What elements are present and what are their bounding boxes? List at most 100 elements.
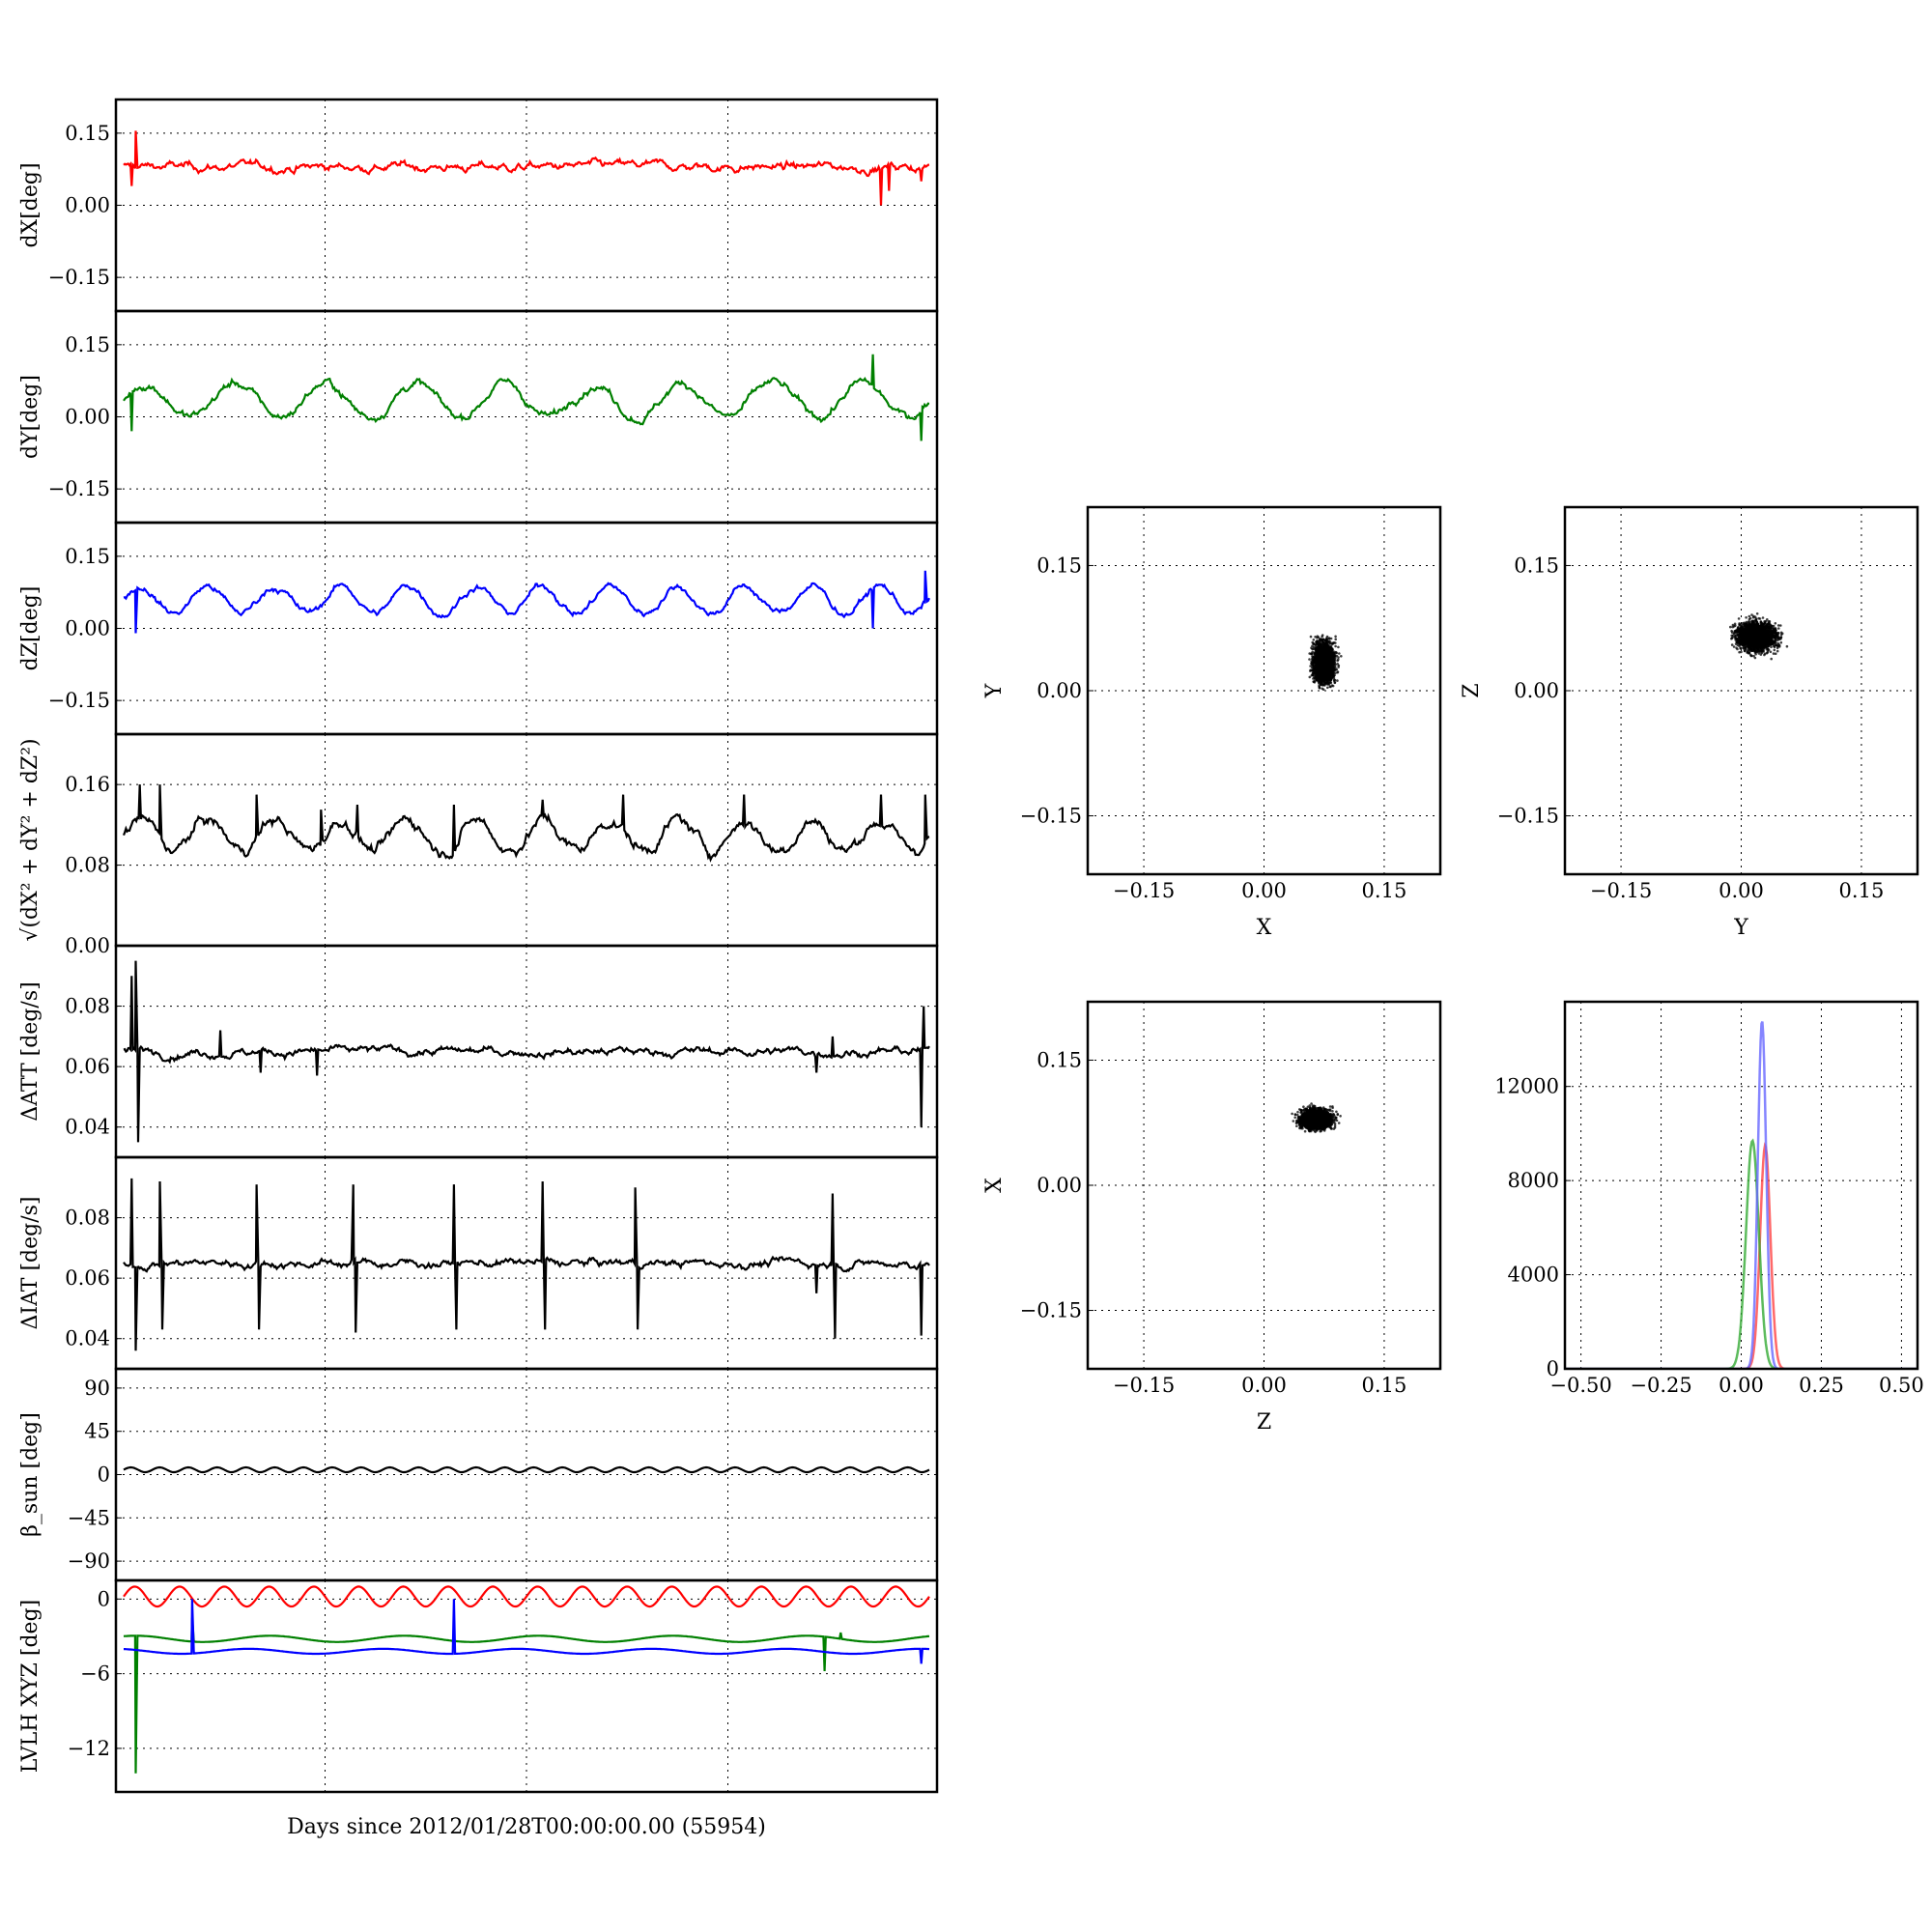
scatter-point <box>1310 652 1314 656</box>
ylabel: β_sun [deg] <box>18 1412 43 1537</box>
series-line-0 <box>123 1465 930 1474</box>
scatter-point <box>1764 635 1768 638</box>
scatter-point <box>1327 683 1331 686</box>
scatter-point <box>1309 635 1313 639</box>
scatter-point <box>1775 641 1777 644</box>
scatter-point <box>1761 635 1764 639</box>
scatter-point <box>1767 626 1771 629</box>
scatter-point <box>1767 620 1771 623</box>
scatter-point <box>1326 679 1330 682</box>
scatter-point <box>1773 644 1776 648</box>
scatter-point <box>1329 647 1333 650</box>
ytick-label: −0.15 <box>1497 805 1559 828</box>
scatter-point <box>1738 644 1741 648</box>
scatter-point <box>1329 649 1332 653</box>
scatter-point <box>1779 633 1783 637</box>
scatter-point <box>1751 633 1755 636</box>
scatter-point <box>1747 650 1749 654</box>
ytick-label: −6 <box>80 1662 110 1686</box>
scatter-point <box>1776 624 1780 627</box>
scatter-point <box>1736 628 1739 631</box>
scatter-point <box>1319 664 1321 667</box>
scatter-point <box>1770 636 1774 639</box>
scatter-point <box>1759 653 1763 656</box>
scatter-point <box>1749 628 1752 631</box>
scatter-point <box>1733 632 1736 635</box>
scatter-point <box>1313 665 1316 668</box>
scatter-point <box>1312 677 1315 680</box>
scatter-point <box>1774 652 1777 655</box>
scatter-point <box>1750 654 1753 658</box>
plot-area <box>123 1178 930 1351</box>
scatter-point <box>1774 627 1777 630</box>
ylabel: Z <box>1460 683 1484 697</box>
scatter-point <box>1327 677 1330 680</box>
scatter-point <box>1331 684 1335 688</box>
scatter-point <box>1329 670 1333 674</box>
scatter-point <box>1734 624 1737 627</box>
scatter-point <box>1324 642 1327 646</box>
scatter-point <box>1736 643 1740 646</box>
scatter-point <box>1311 647 1314 651</box>
scatter-point <box>1321 665 1324 668</box>
ytick-label: 0.04 <box>65 1327 110 1350</box>
scatter-point <box>1320 682 1323 685</box>
scatter-point <box>1754 650 1757 653</box>
ytick-label: 0.04 <box>65 1116 110 1139</box>
plot-area <box>123 130 930 206</box>
scatter-point <box>1772 652 1776 655</box>
scatter-point <box>1767 644 1770 648</box>
series-line-0 <box>123 1585 930 1608</box>
scatter-point <box>1769 650 1773 654</box>
ytick-label: 0.00 <box>65 934 110 957</box>
scatter-point <box>1761 638 1764 640</box>
ytick-label: 0.08 <box>65 995 110 1018</box>
ylabel: ΔATT [deg/s] <box>18 981 43 1121</box>
ytick-label: −0.15 <box>48 689 110 712</box>
scatter-point <box>1323 646 1327 649</box>
scatter-point <box>1312 668 1315 671</box>
ytick-label: 0.16 <box>65 773 110 796</box>
plot-area <box>123 1465 930 1474</box>
scatter-point <box>1315 676 1318 679</box>
scatter-point <box>1321 635 1323 639</box>
scatter-point <box>1328 641 1332 644</box>
axes-frame <box>114 1155 939 1371</box>
scatter-point <box>1325 659 1329 663</box>
scatter-point <box>1318 672 1321 676</box>
scatter-point <box>1761 616 1765 619</box>
scatter-point <box>1326 686 1329 690</box>
scatter-point <box>1315 646 1319 650</box>
scatter-point <box>1779 624 1782 627</box>
scatter-point <box>1756 627 1759 631</box>
scatter-point <box>1764 641 1768 644</box>
scatter-point <box>1315 641 1319 645</box>
scatter-point <box>1316 651 1320 655</box>
scatter-point <box>1759 620 1763 623</box>
scatter-point <box>1758 643 1761 646</box>
scatter-point <box>1735 646 1738 649</box>
ytick-label: 45 <box>84 1420 110 1443</box>
scatter-point <box>1312 680 1315 683</box>
scatter-point <box>1740 646 1743 650</box>
plot-area <box>122 784 930 863</box>
scatter-point <box>1751 649 1755 652</box>
scatter-point <box>1766 632 1770 636</box>
ytick-label: −45 <box>68 1506 110 1529</box>
scatter-point <box>1325 654 1328 657</box>
scatter-point <box>1762 630 1765 634</box>
scatter-point <box>1767 640 1771 643</box>
scatter-point <box>1755 612 1759 615</box>
xtick-label: 0.00 <box>1241 1374 1287 1397</box>
scatter-point <box>1316 655 1320 658</box>
series-line-2 <box>124 1599 930 1664</box>
scatter-point <box>1329 681 1333 684</box>
scatter-point <box>1329 677 1333 681</box>
xtick-label: 0.15 <box>1839 879 1885 902</box>
scatter-point <box>1730 643 1734 646</box>
